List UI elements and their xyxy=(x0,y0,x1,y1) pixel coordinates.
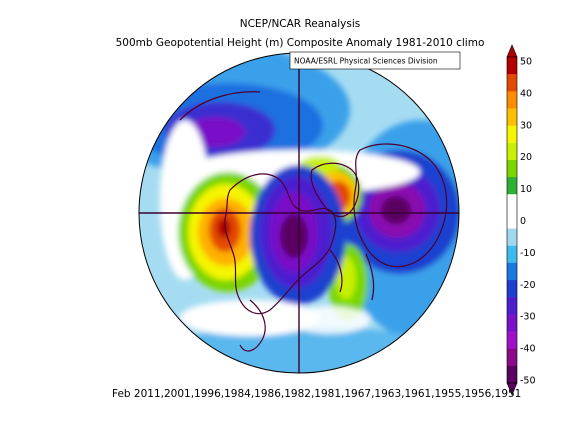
colorbar-swatch xyxy=(507,142,517,161)
colorbar-swatch xyxy=(507,280,517,298)
polar-map xyxy=(138,52,460,374)
colorbar-swatch xyxy=(507,314,517,332)
colorbar-swatch xyxy=(507,57,517,75)
colorbar-tick-label: 30 xyxy=(520,120,532,131)
coastlines xyxy=(179,91,448,352)
colorbar-outline xyxy=(506,56,518,384)
colorbar-tick-label: 40 xyxy=(520,88,532,99)
footer-dates: Feb 2011,2001,1996,1984,1986,1982,1981,1… xyxy=(112,388,521,400)
colorbar-tick-label: -10 xyxy=(520,248,536,259)
colorbar-swatch xyxy=(507,177,517,195)
colorbar-swatch xyxy=(507,74,517,92)
colorbar-tick-label: 10 xyxy=(520,184,532,195)
title-line-1: NCEP/NCAR Reanalysis xyxy=(240,18,361,30)
colorbar-swatch xyxy=(507,228,517,247)
colorbar-swatch xyxy=(507,125,517,144)
colorbar-tick-label: -40 xyxy=(520,344,536,355)
colorbar-swatch xyxy=(507,331,517,349)
colorbar-swatch xyxy=(507,245,517,264)
colorbar-swatch xyxy=(507,159,517,178)
graticule xyxy=(139,53,459,373)
title-line-2: 500mb Geopotential Height (m) Composite … xyxy=(116,37,485,49)
credit-text: NOAA/ESRL Physical Sciences Division xyxy=(294,57,438,66)
colorbar-arrow-top xyxy=(506,44,518,58)
colorbar-swatch xyxy=(507,365,517,384)
colorbar-swatch xyxy=(507,262,517,281)
colorbar: 50 40 30 20 10 0 -10 -20 -30 -40 -50 xyxy=(506,44,536,396)
colorbar-tick-label: 20 xyxy=(520,152,532,163)
colorbar-swatch xyxy=(507,211,517,229)
colorbar-tick-label: 0 xyxy=(520,216,526,227)
colorbar-swatch xyxy=(507,108,517,126)
credit-box: NOAA/ESRL Physical Sciences Division xyxy=(289,51,461,70)
colorbar-tick-label: -50 xyxy=(520,376,536,387)
colorbar-tick-label: 50 xyxy=(520,57,532,68)
colorbar-swatch xyxy=(507,194,517,212)
colorbar-swatch xyxy=(507,297,517,315)
colorbar-swatch xyxy=(507,348,517,367)
colorbar-swatch xyxy=(507,91,517,109)
colorbar-tick-label: -30 xyxy=(520,312,536,323)
colorbar-tick-label: -20 xyxy=(520,280,536,291)
